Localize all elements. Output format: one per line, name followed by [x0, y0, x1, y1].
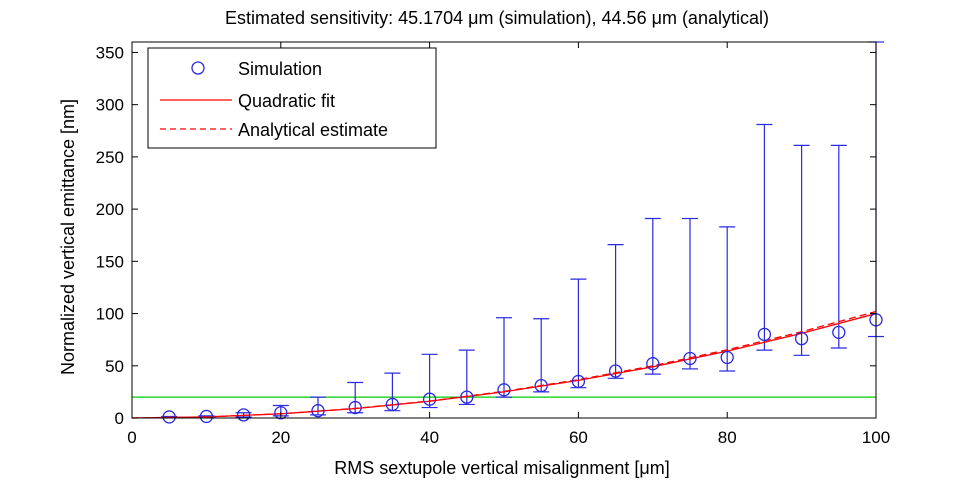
legend-box	[147, 47, 437, 149]
error-bar	[310, 396, 326, 416]
simulation-point	[385, 397, 400, 412]
x-axis-label: RMS sextupole vertical misalignment [μm]	[334, 458, 669, 478]
error-bar	[607, 244, 624, 379]
simulation-point	[236, 408, 251, 422]
error-bar	[793, 144, 810, 356]
x-tick-label: 60	[569, 428, 588, 447]
simulation-point	[534, 378, 548, 393]
y-tick-label: 0	[115, 409, 124, 428]
legend-simulation-marker	[191, 61, 205, 75]
y-tick-label: 300	[96, 96, 124, 115]
legend-simulation-label: Simulation	[238, 59, 322, 79]
simulation-point	[571, 374, 586, 389]
legend-quadratic-label: Quadratic fit	[238, 91, 335, 111]
y-axis-label: Normalized vertical emittance [nm]	[58, 99, 78, 375]
y-tick-label: 350	[96, 43, 124, 62]
y-tick-label: 50	[105, 357, 124, 376]
x-tick-label: 0	[127, 428, 136, 447]
legend-analytical-label: Analytical estimate	[238, 120, 388, 140]
simulation-point	[311, 404, 325, 418]
y-tick-label: 250	[96, 148, 124, 167]
simulation-point	[162, 410, 176, 424]
simulation-point	[497, 383, 511, 397]
error-bar	[421, 353, 438, 409]
simulation-point	[608, 364, 623, 378]
simulation-point	[646, 357, 660, 371]
simulation-point	[720, 350, 734, 365]
axes: 0 20 40 60 80 100 0 50 100 150 200 250 300 350	[96, 41, 890, 447]
error-bar	[458, 349, 475, 406]
error-bar	[682, 217, 698, 370]
legend: Simulation Quadratic fit Analytical esti…	[147, 47, 437, 149]
error-bar	[756, 123, 773, 351]
simulation-point	[422, 392, 437, 406]
simulation-point	[199, 409, 214, 424]
x-tick-label: 20	[271, 428, 290, 447]
x-tick-label: 80	[718, 428, 737, 447]
y-tick-label: 150	[96, 252, 124, 271]
simulation-point	[832, 325, 846, 340]
y-tick-label: 200	[96, 200, 124, 219]
axes-frame	[131, 41, 877, 419]
error-bar	[347, 381, 364, 414]
simulation-point	[794, 331, 809, 346]
simulation-point	[683, 351, 697, 366]
simulation-point	[348, 400, 362, 415]
error-bar	[830, 144, 847, 349]
chart-title: Estimated sensitivity: 45.1704 μm (simul…	[225, 8, 769, 28]
error-bar	[719, 226, 736, 372]
x-tick-label: 100	[862, 428, 890, 447]
simulation-point	[274, 406, 288, 420]
fit-lines	[131, 310, 877, 419]
simulation-point	[757, 327, 772, 342]
x-tick-label: 40	[420, 428, 439, 447]
y-tick-label: 100	[96, 305, 124, 324]
analytical-estimate-line	[131, 310, 877, 419]
simulation-point	[460, 390, 474, 404]
error-bar	[644, 217, 661, 375]
